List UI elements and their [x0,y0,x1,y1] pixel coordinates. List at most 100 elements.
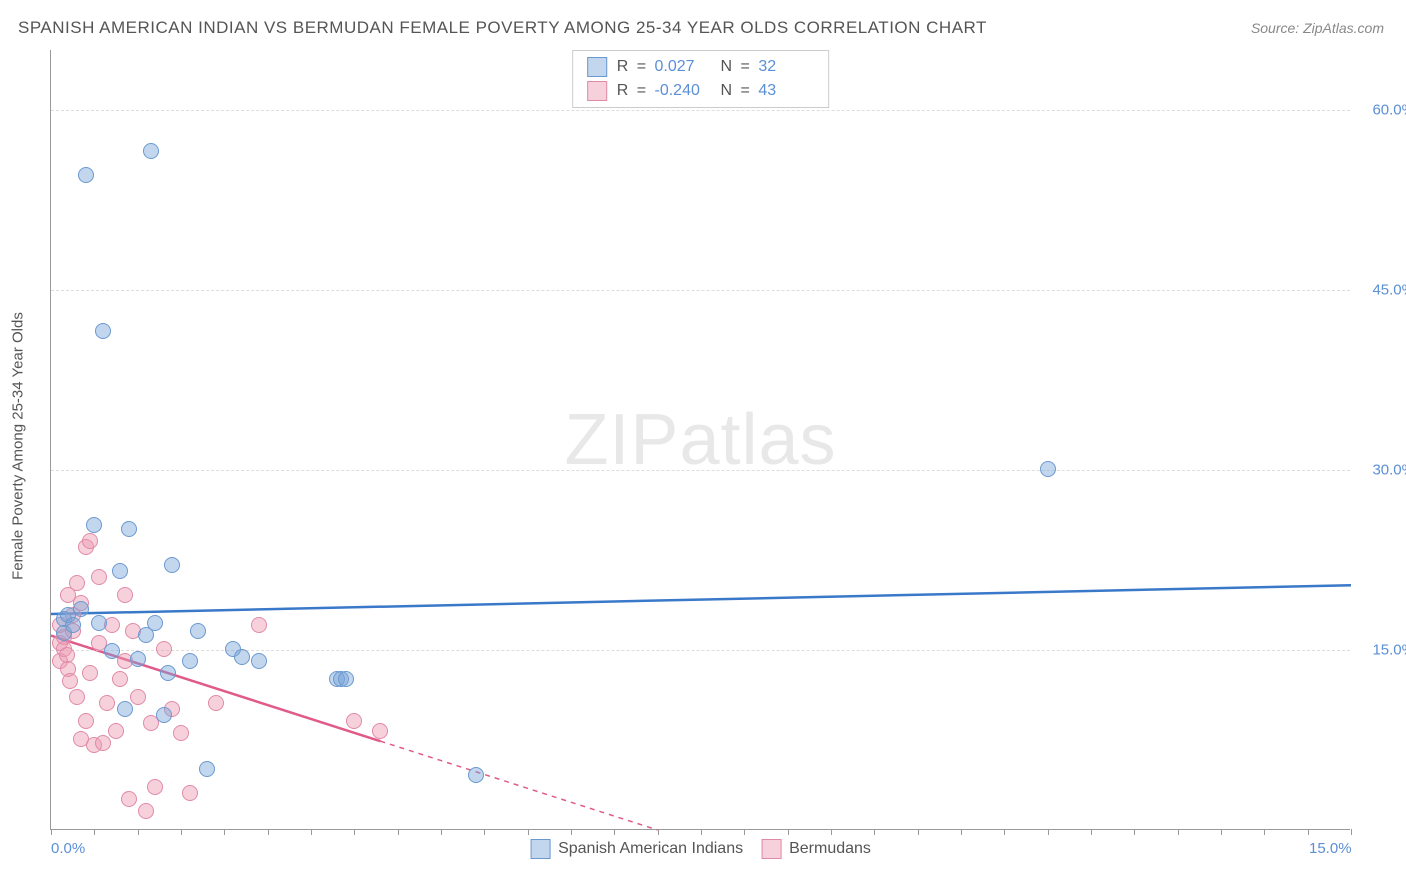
correlation-scatter-chart: SPANISH AMERICAN INDIAN VS BERMUDAN FEMA… [0,0,1406,892]
scatter-point [62,673,78,689]
legend-row: R = 0.027 N = 32 [587,55,815,79]
scatter-point [117,587,133,603]
trend-line-solid [51,636,380,742]
scatter-point [65,617,81,633]
legend-eq: = [637,58,646,75]
scatter-point [69,575,85,591]
x-tick-mark [181,829,182,835]
scatter-point [130,651,146,667]
x-tick-mark [1264,829,1265,835]
scatter-point [173,725,189,741]
x-tick-label: 15.0% [1309,840,1352,857]
scatter-point [121,791,137,807]
scatter-point [338,671,354,687]
scatter-point [160,665,176,681]
watermark-bold: ZIP [564,400,679,480]
y-tick-label: 45.0% [1372,282,1406,299]
series-swatch-icon [587,81,607,101]
watermark-thin: atlas [679,400,836,480]
x-tick-mark [528,829,529,835]
legend-label: Bermudans [789,840,871,858]
x-tick-mark [94,829,95,835]
x-tick-mark [1091,829,1092,835]
scatter-point [130,689,146,705]
x-tick-mark [1134,829,1135,835]
x-tick-mark [788,829,789,835]
scatter-point [121,521,137,537]
x-tick-mark [1004,829,1005,835]
x-tick-mark [1351,829,1352,835]
x-tick-mark [51,829,52,835]
legend-r-value: -0.240 [655,82,711,100]
scatter-point [78,167,94,183]
series-swatch-icon [587,57,607,77]
series-swatch-icon [530,839,550,859]
x-tick-mark [138,829,139,835]
correlation-legend: R = 0.027 N = 32 R = -0.240 N = 43 [572,50,830,108]
scatter-point [156,641,172,657]
scatter-point [147,779,163,795]
x-tick-mark [1308,829,1309,835]
scatter-point [91,569,107,585]
legend-eq: = [741,58,750,75]
x-tick-mark [1178,829,1179,835]
watermark: ZIPatlas [564,399,836,481]
x-tick-mark [658,829,659,835]
legend-eq: = [637,82,646,99]
legend-n-label: N [721,82,733,99]
x-tick-mark [311,829,312,835]
scatter-point [182,785,198,801]
legend-item: Spanish American Indians [530,839,743,859]
scatter-point [95,735,111,751]
source-label: Source: ZipAtlas.com [1251,20,1384,36]
legend-eq: = [741,82,750,99]
scatter-point [117,701,133,717]
scatter-point [69,689,85,705]
x-tick-mark [918,829,919,835]
scatter-point [156,707,172,723]
scatter-point [372,723,388,739]
scatter-point [468,767,484,783]
x-tick-mark [441,829,442,835]
scatter-point [99,695,115,711]
scatter-point [164,557,180,573]
gridline [51,290,1350,291]
x-tick-mark [571,829,572,835]
scatter-point [82,533,98,549]
scatter-point [1040,461,1056,477]
scatter-point [182,653,198,669]
legend-item: Bermudans [761,839,871,859]
chart-title: SPANISH AMERICAN INDIAN VS BERMUDAN FEMA… [18,18,987,38]
plot-area: ZIPatlas R = 0.027 N = 32 R = -0.240 N =… [50,50,1350,830]
x-tick-mark [1221,829,1222,835]
scatter-point [143,143,159,159]
scatter-point [95,323,111,339]
legend-r-value: 0.027 [655,58,711,76]
scatter-point [78,713,94,729]
x-tick-mark [614,829,615,835]
y-tick-label: 60.0% [1372,102,1406,119]
scatter-point [73,601,89,617]
legend-label: Spanish American Indians [558,840,743,858]
series-swatch-icon [761,839,781,859]
x-tick-mark [831,829,832,835]
gridline [51,470,1350,471]
scatter-point [251,653,267,669]
scatter-point [199,761,215,777]
scatter-point [234,649,250,665]
y-tick-label: 30.0% [1372,462,1406,479]
x-tick-label: 0.0% [51,840,85,857]
x-tick-mark [268,829,269,835]
scatter-point [82,665,98,681]
trend-line-dashed [380,741,657,830]
scatter-point [346,713,362,729]
legend-n-label: N [721,58,733,75]
scatter-point [108,723,124,739]
gridline [51,110,1350,111]
scatter-point [208,695,224,711]
scatter-point [112,671,128,687]
scatter-point [112,563,128,579]
x-tick-mark [1048,829,1049,835]
x-tick-mark [354,829,355,835]
scatter-point [91,615,107,631]
